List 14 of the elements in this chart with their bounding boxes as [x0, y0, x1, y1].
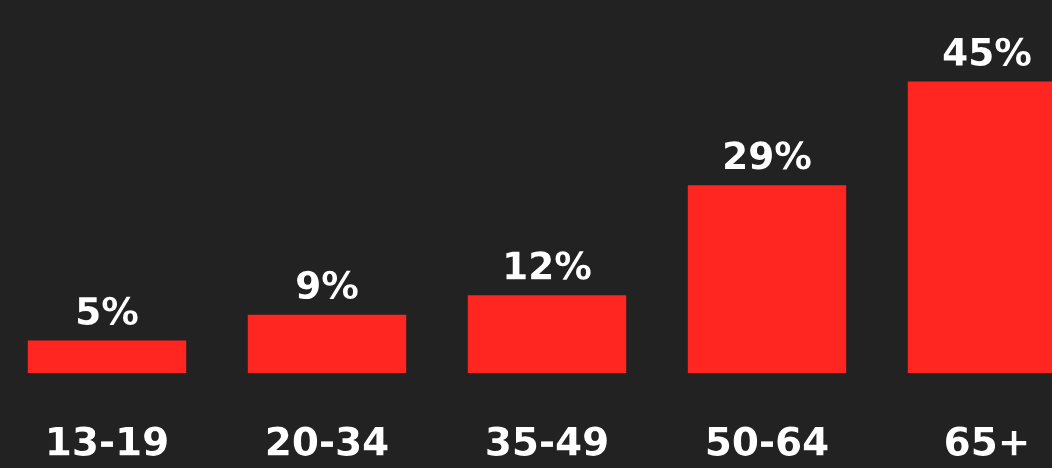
x-tick-label: 65+: [946, 426, 1027, 456]
x-tick-label: 13-19: [49, 426, 167, 456]
data-label: 9%: [297, 270, 358, 300]
data-label: 5%: [78, 296, 138, 326]
data-label: 29%: [725, 141, 811, 170]
bar: [247, 314, 407, 373]
bar: [27, 340, 187, 373]
x-tick-label: 35-49: [487, 426, 607, 456]
bar: [687, 185, 847, 373]
x-tick-label: 50-64: [707, 426, 828, 456]
data-label: 12%: [506, 251, 591, 280]
bar: [467, 295, 627, 373]
x-tick-label: 20-34: [267, 426, 388, 456]
data-label: 45%: [943, 37, 1031, 66]
